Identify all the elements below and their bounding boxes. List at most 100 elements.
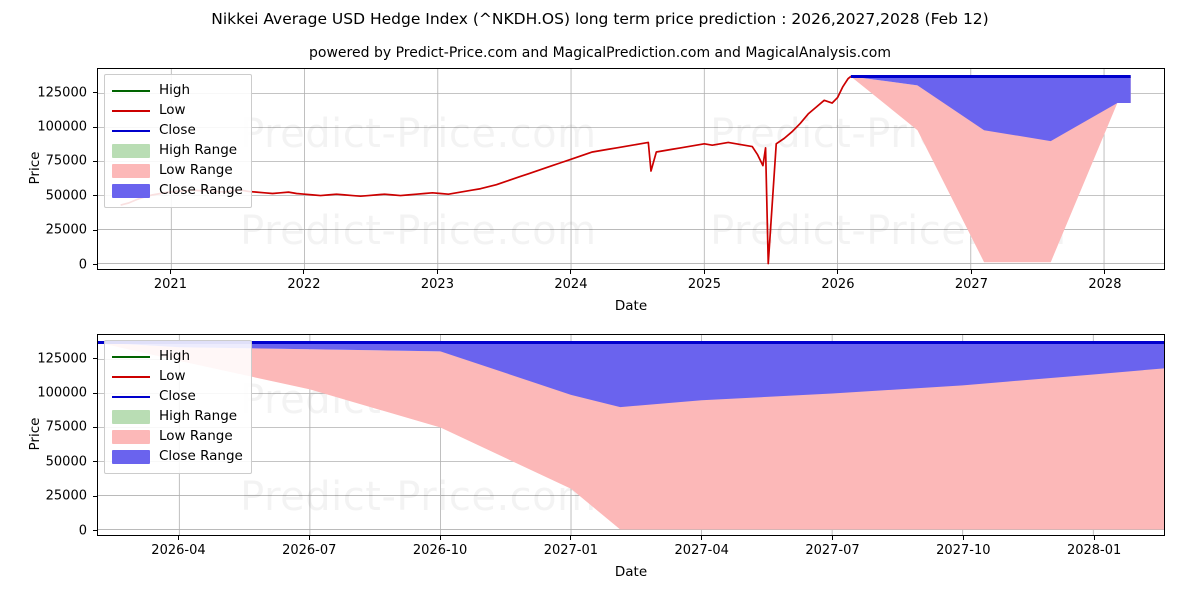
x-tick-mark [1093,536,1095,540]
legend-label: High Range [159,408,238,425]
legend-swatch-close-icon [112,124,150,138]
x-tick-label: 2027-01 [543,543,599,558]
y-tick-label: 100000 [37,119,87,135]
x-tick-label: 2028-01 [1066,543,1122,558]
legend-item-close[interactable]: Close [112,387,243,407]
legend-top[interactable]: High Low Close High Range Low Range Close Ran… [104,74,252,208]
chart-title: Nikkei Average USD Hedge Index (^NKDH.OS… [211,10,989,28]
x-tick-label: 2025 [687,277,721,292]
chart-axes-long-term-overview: Predict-Price.com Predict-Price.com Predic… [97,68,1165,270]
legend-item-close-range[interactable]: Close Range [112,181,243,201]
legend-label: Close [159,122,196,139]
x-tick-mark [837,270,839,274]
y-tick-label: 50000 [45,188,87,204]
legend-item-close[interactable]: Close [112,121,243,141]
legend-label: Low [159,368,186,385]
watermark-text: Predict-Price.com [710,377,1066,423]
y-tick-label: 25000 [45,222,87,238]
legend-swatch-high-range-icon [112,410,150,424]
y-tick-label: 75000 [45,419,87,435]
watermark-text: Predict-Price.com [710,111,1066,157]
x-axis-label: Date [614,564,648,580]
legend-swatch-low-range-icon [112,164,150,178]
x-axis-label: Date [614,298,648,314]
legend-swatch-high-range-icon [112,144,150,158]
x-tick-mark [308,536,310,540]
y-tick-label: 100000 [37,385,87,401]
y-axis-label: Price [27,417,43,451]
legend-item-low-range[interactable]: Low Range [112,427,243,447]
x-tick-mark [169,270,171,274]
x-tick-label: 2027-07 [805,543,860,558]
watermark-layer-top: Predict-Price.com Predict-Price.com Predic… [98,69,1164,269]
legend-label: Low Range [159,162,233,179]
legend-item-high-range[interactable]: High Range [112,407,243,427]
x-tick-mark [439,536,441,540]
y-tick-label: 25000 [45,488,87,504]
legend-swatch-low-icon [112,104,150,118]
x-tick-label: 2026-07 [282,543,337,558]
legend-swatch-close-icon [112,390,150,404]
y-tick-label: 50000 [45,454,87,470]
x-tick-mark [701,536,703,540]
legend-label: High [159,82,191,99]
legend-bottom[interactable]: High Low Close High Range Low Range Close Ran… [104,340,252,474]
x-tick-label: 2026 [821,277,855,292]
legend-label: Low [159,102,186,119]
x-tick-mark [1104,270,1106,274]
x-tick-label: 2027-10 [936,543,991,558]
watermark-text: Predict-Price.com [710,474,1066,520]
legend-label: Low Range [159,428,233,445]
legend-item-low[interactable]: Low [112,101,243,121]
legend-item-high[interactable]: High [112,81,243,101]
x-tick-label: 2026-04 [151,543,206,558]
watermark-text: Predict-Price.com [240,111,596,157]
x-tick-mark [303,270,305,274]
legend-item-low-range[interactable]: Low Range [112,161,243,181]
legend-label: Close Range [159,448,243,465]
x-tick-mark [703,270,705,274]
legend-item-high-range[interactable]: High Range [112,141,243,161]
y-tick-label: 125000 [37,85,87,101]
x-tick-mark [832,536,834,540]
x-tick-label: 2024 [554,277,588,292]
x-tick-mark [436,270,438,274]
x-tick-label: 2026-10 [412,543,468,558]
x-tick-label: 2027-04 [674,543,729,558]
x-tick-mark [970,270,972,274]
chart-subtitle: powered by Predict-Price.com and Magical… [309,45,891,61]
legend-item-close-range[interactable]: Close Range [112,447,243,467]
x-tick-label: 2028 [1088,277,1122,292]
y-axis-label: Price [27,151,43,185]
watermark-text: Predict-Price.com [710,208,1066,254]
x-tick-label: 2027 [954,277,988,292]
chart-axes-forecast-detail: Predict-Price.com Predict-Price.com Predic… [97,334,1165,536]
legend-swatch-high-icon [112,84,150,98]
x-tick-label: 2023 [420,277,454,292]
legend-swatch-close-range-icon [112,184,150,198]
legend-item-high[interactable]: High [112,347,243,367]
legend-label: Close [159,388,196,405]
x-tick-mark [177,536,179,540]
x-tick-label: 2022 [287,277,321,292]
legend-label: High Range [159,142,238,159]
y-tick-label: 0 [78,257,87,272]
watermark-text: Predict-Price.com [240,377,596,423]
watermark-layer-bottom: Predict-Price.com Predict-Price.com Predic… [98,335,1164,535]
legend-swatch-close-range-icon [112,450,150,464]
x-tick-mark [570,270,572,274]
y-tick-label: 0 [78,523,87,538]
x-tick-mark [570,536,572,540]
y-tick-label: 75000 [45,153,87,169]
x-tick-label: 2021 [153,277,187,292]
x-tick-mark [962,536,964,540]
watermark-text: Predict-Price.com [240,474,596,520]
y-tick-label: 125000 [37,351,87,367]
legend-swatch-low-range-icon [112,430,150,444]
legend-swatch-high-icon [112,350,150,364]
legend-swatch-low-icon [112,370,150,384]
legend-label: Close Range [159,182,243,199]
legend-item-low[interactable]: Low [112,367,243,387]
watermark-text: Predict-Price.com [240,208,596,254]
